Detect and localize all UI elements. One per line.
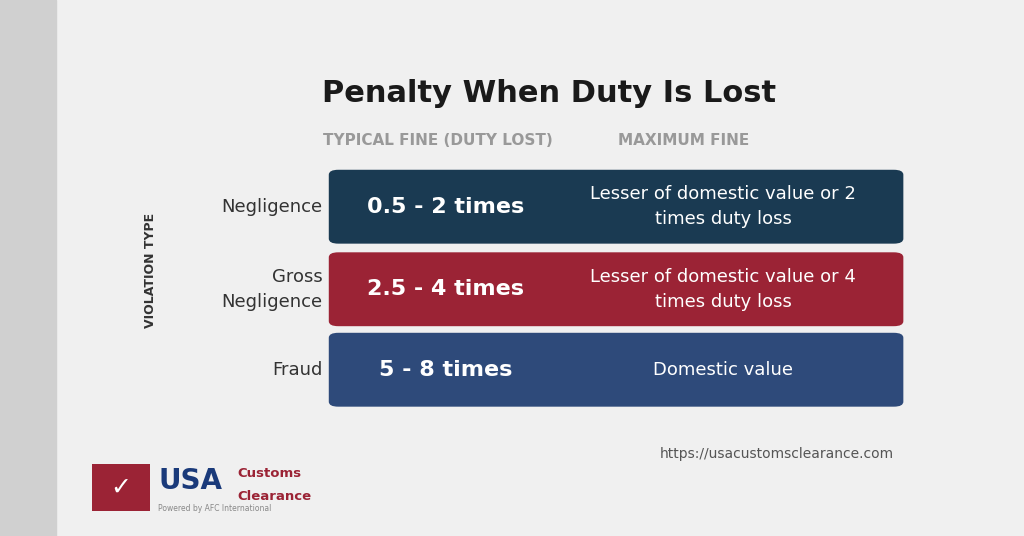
Text: https://usacustomsclearance.com: https://usacustomsclearance.com: [659, 448, 894, 461]
Text: VIOLATION TYPE: VIOLATION TYPE: [143, 213, 157, 328]
Text: Lesser of domestic value or 4
times duty loss: Lesser of domestic value or 4 times duty…: [590, 268, 856, 311]
Text: Powered by AFC International: Powered by AFC International: [158, 504, 271, 512]
Text: ✓: ✓: [111, 476, 131, 500]
Text: Gross
Negligence: Gross Negligence: [221, 268, 323, 311]
Text: Negligence: Negligence: [221, 198, 323, 215]
Text: 5 - 8 times: 5 - 8 times: [379, 360, 512, 379]
Text: Fraud: Fraud: [272, 361, 323, 379]
Text: MAXIMUM FINE: MAXIMUM FINE: [617, 133, 750, 148]
FancyBboxPatch shape: [329, 252, 903, 326]
Text: Customs: Customs: [237, 467, 301, 480]
Text: 0.5 - 2 times: 0.5 - 2 times: [367, 197, 524, 217]
FancyBboxPatch shape: [329, 170, 903, 244]
Text: Penalty When Duty Is Lost: Penalty When Duty Is Lost: [322, 79, 775, 108]
Text: TYPICAL FINE (DUTY LOST): TYPICAL FINE (DUTY LOST): [323, 133, 552, 148]
Text: Lesser of domestic value or 2
times duty loss: Lesser of domestic value or 2 times duty…: [590, 185, 856, 228]
Bar: [92, 464, 150, 511]
FancyBboxPatch shape: [329, 333, 903, 407]
Text: 2.5 - 4 times: 2.5 - 4 times: [367, 279, 524, 299]
Text: Domestic value: Domestic value: [653, 361, 794, 379]
Text: Clearance: Clearance: [237, 490, 311, 503]
Text: USA: USA: [158, 467, 222, 495]
